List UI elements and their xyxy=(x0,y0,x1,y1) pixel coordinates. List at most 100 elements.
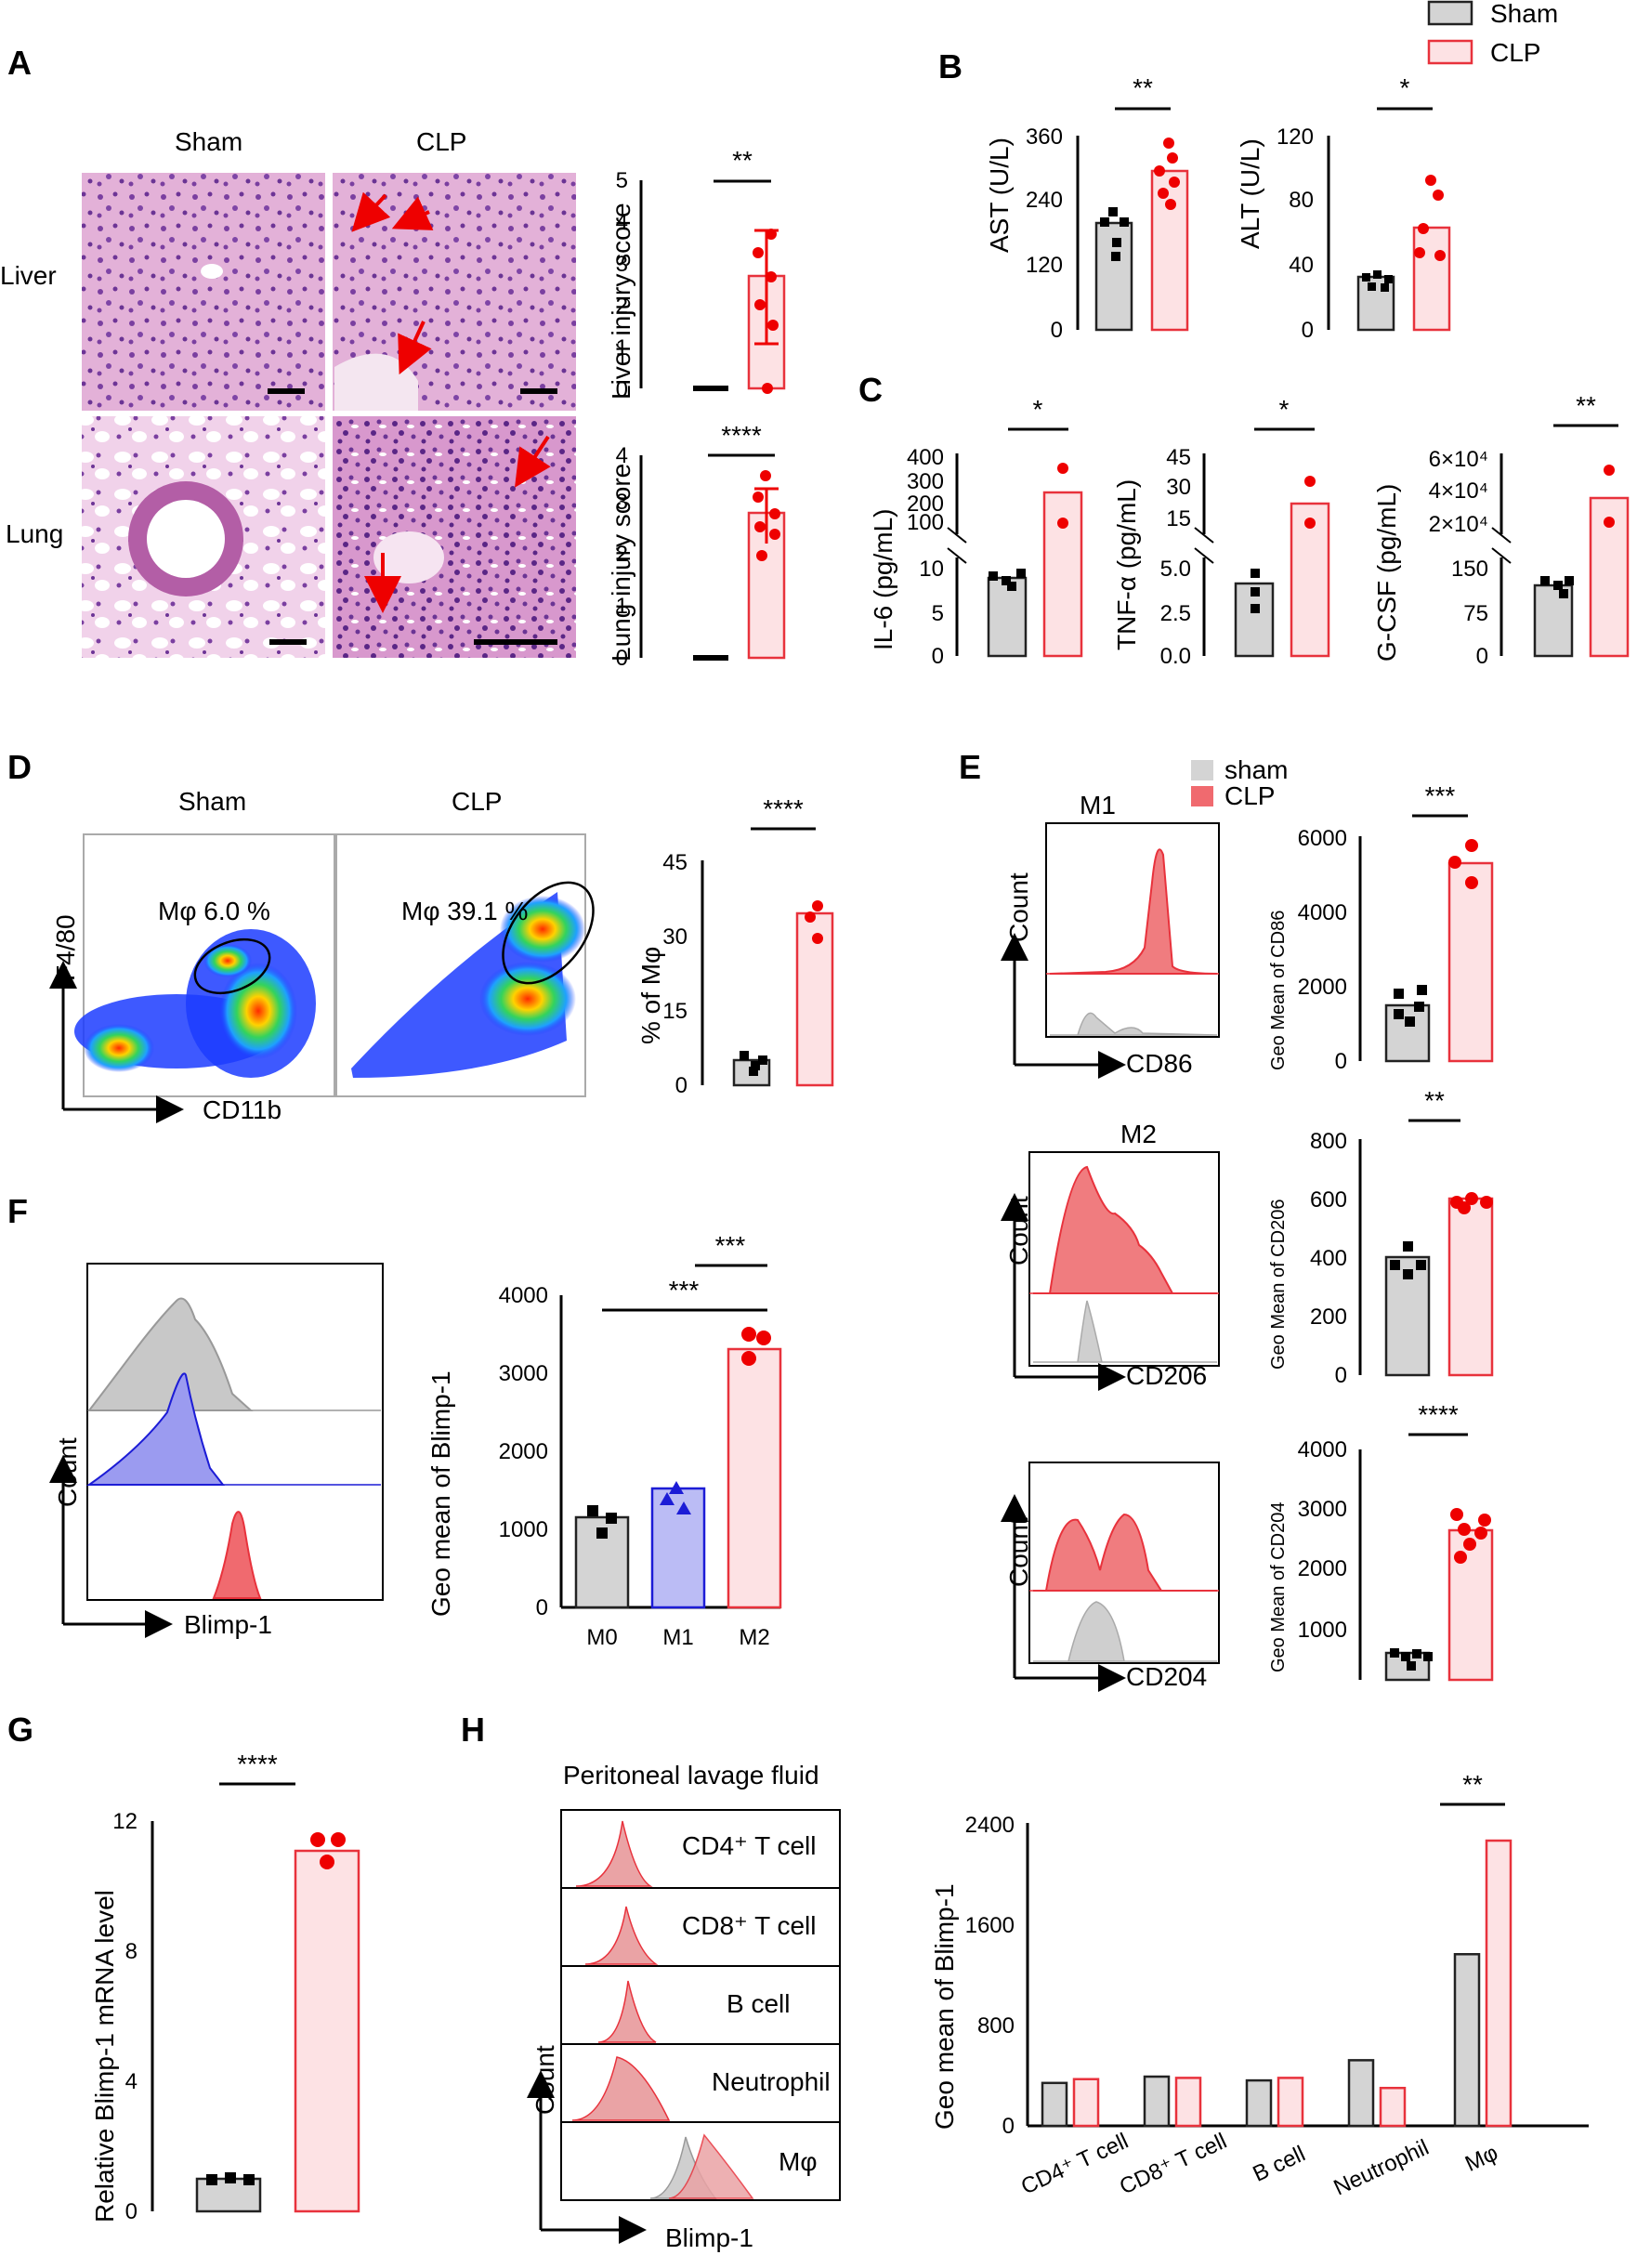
sig-marker: ** xyxy=(732,146,753,175)
m2-title: M2 xyxy=(1120,1120,1157,1148)
y-tick: 45 xyxy=(662,850,688,875)
legend-sham-label: sham xyxy=(1224,755,1288,784)
bar-m2 xyxy=(727,1347,782,1609)
flow-plot-sham xyxy=(83,833,335,1097)
liver-y-ticks: 0 1 2 3 4 5 xyxy=(616,168,628,402)
cd206-y-label: Geo Mean of CD206 xyxy=(1268,1200,1289,1370)
tnf-y-label: TNF-α (pg/mL) xyxy=(1112,479,1141,650)
y-tick: 0 xyxy=(1302,318,1314,343)
liver-y-label: Liver injury score xyxy=(607,203,635,400)
y-tick: 100 xyxy=(907,510,944,535)
sig-marker: *** xyxy=(715,1231,746,1260)
y-tick: 200 xyxy=(1310,1304,1347,1330)
y-tick: 75 xyxy=(1463,601,1488,626)
y-tick: 0 xyxy=(1051,318,1063,343)
bar-sham xyxy=(1347,2059,1375,2128)
blimp-mphi-chart: Geo mean of Blimp-1 0 1000 2000 3000 400… xyxy=(426,1231,782,1650)
bar-clp xyxy=(1589,496,1630,658)
sig-marker: **** xyxy=(721,421,762,450)
h-histogram-stack: CD4⁺ T cell CD8⁺ T cell B cell Neutrophi… xyxy=(560,1809,841,2201)
y-tick: 1000 xyxy=(1298,1618,1347,1643)
y-tick: 150 xyxy=(1451,557,1488,582)
y-tick: 0 xyxy=(1335,1049,1347,1074)
y-tick: 15 xyxy=(1166,506,1191,531)
alt-y-label: ALT (U/L) xyxy=(1236,138,1264,249)
y-tick: 0 xyxy=(675,1073,688,1098)
gcsf-chart: G-CSF (pg/mL) 0 75 150 2×10⁴ 4×10⁴ 6×10⁴… xyxy=(1372,391,1630,669)
legend-clp-swatch xyxy=(1191,786,1213,806)
h-chart-y-label: Geo mean of Blimp-1 xyxy=(930,1883,959,2130)
panel-b: B AST (U/L) 0 120 240 360 ** ALT (U/L) 0… xyxy=(938,47,1451,343)
hist-blimp xyxy=(86,1263,384,1601)
bar-clp xyxy=(1290,502,1330,658)
y-tick: 600 xyxy=(1310,1187,1347,1213)
h-row-label: CD8⁺ T cell xyxy=(682,1911,816,1940)
panel-e: E sham CLP M1 Count CD86 Geo Mean of CD8… xyxy=(959,748,1494,1692)
sig-marker: ** xyxy=(1133,73,1153,102)
bar-clp xyxy=(1072,2078,1100,2128)
sig-marker: * xyxy=(1279,395,1290,424)
f-y-axis: Count xyxy=(53,1437,82,1507)
y-tick: 1 xyxy=(616,594,628,619)
y-tick: 12 xyxy=(112,1809,138,1834)
y-tick: 2×10⁴ xyxy=(1429,512,1488,537)
y-tick: 3000 xyxy=(1298,1497,1347,1522)
lung-y-label: Lung injury score xyxy=(607,464,635,662)
lung-y-ticks: 0 1 2 3 4 xyxy=(616,443,628,671)
x-tick: M0 xyxy=(586,1625,617,1650)
mphi-y-label: % of Mφ xyxy=(636,947,665,1044)
m2-y-axis: Count xyxy=(1004,1196,1033,1265)
sig-marker: ** xyxy=(1576,391,1596,420)
sig-marker: **** xyxy=(763,794,804,823)
y-tick: 1000 xyxy=(499,1517,548,1542)
panel-f-label: F xyxy=(7,1192,28,1230)
h-x-axis: Blimp-1 xyxy=(665,2223,753,2252)
y-tick: 400 xyxy=(907,445,944,470)
x-tick: M1 xyxy=(662,1625,693,1650)
bar-clp xyxy=(1277,2077,1304,2128)
bar-clp xyxy=(294,1849,360,2213)
bar-sham xyxy=(1245,2078,1273,2128)
sig-marker: * xyxy=(1033,395,1043,424)
y-tick: 80 xyxy=(1289,188,1314,213)
y-tick: 8 xyxy=(125,1939,138,1964)
y-tick: 2000 xyxy=(499,1439,548,1464)
panel-c-label: C xyxy=(858,371,883,409)
panel-g-label: G xyxy=(7,1711,33,1749)
bar-sham xyxy=(1041,2081,1068,2128)
il6-y-label: IL-6 (pg/mL) xyxy=(869,509,897,651)
g-y-label: Relative Blimp-1 mRNA level xyxy=(90,1890,119,2222)
x-tick: Neutrophil xyxy=(1330,2135,1434,2201)
il6-chart: IL-6 (pg/mL) 0 5 10 100 200 300 400 * xyxy=(869,395,1083,669)
lung-injury-chart: Lung injury score 0 1 2 3 4 **** xyxy=(607,421,786,671)
y-tick: 0 xyxy=(125,2199,138,2224)
gate-sham-label: Mφ 6.0 % xyxy=(158,897,270,925)
y-tick: 120 xyxy=(1277,125,1314,150)
legend-clp-label: CLP xyxy=(1224,781,1275,810)
panel-h: H Peritoneal lavage fluid CD4⁺ T cell CD… xyxy=(461,1711,1589,2252)
y-tick: 2 xyxy=(616,294,628,319)
flow-y-axis: F4/80 xyxy=(51,914,80,981)
h-row-label: Neutrophil xyxy=(712,2067,831,2096)
y-tick: 400 xyxy=(1310,1246,1347,1271)
y-tick: 0.0 xyxy=(1160,644,1191,669)
x-tick: Mφ xyxy=(1461,2140,1502,2176)
y-tick: 800 xyxy=(977,2013,1015,2039)
y-tick: 0 xyxy=(616,646,628,671)
h-y-axis: Count xyxy=(530,2045,559,2115)
m1-y-axis: Count xyxy=(1004,872,1033,942)
y-tick: 30 xyxy=(662,924,688,950)
lesion-arrow xyxy=(515,435,551,488)
bar-m1 xyxy=(650,1487,706,1609)
cd204-x-axis: CD204 xyxy=(1126,1662,1207,1691)
bar-clp xyxy=(1447,861,1494,1063)
y-tick: 1600 xyxy=(965,1913,1015,1938)
y-tick: 200 xyxy=(907,492,944,517)
m2-x-axis: CD206 xyxy=(1126,1361,1207,1390)
histology-liver-sham xyxy=(82,173,325,411)
cd204-y-axis: Count xyxy=(1004,1517,1033,1587)
h-row-label: CD4⁺ T cell xyxy=(682,1831,816,1860)
bar-clp xyxy=(1412,226,1451,332)
y-tick: 1 xyxy=(616,335,628,361)
